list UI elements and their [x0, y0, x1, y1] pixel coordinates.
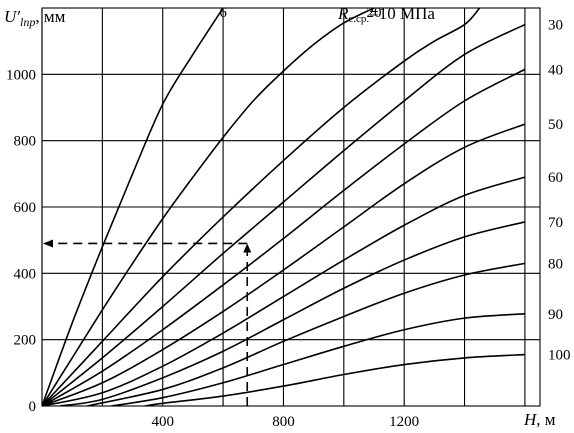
- curve-label-60: 60: [548, 170, 563, 186]
- curve-80: [87, 262, 526, 406]
- curve-labels: 6 20 30 40 50 60 70 80 90 100: [219, 5, 570, 364]
- example-dashed-path: [43, 239, 252, 406]
- curve-20: [42, 8, 375, 406]
- tick-labels: 400 800 1200 0 200 400 600 800 1000: [6, 67, 419, 430]
- curve-label-80: 80: [548, 256, 563, 272]
- curve-6: [42, 8, 224, 406]
- curve-label-90: 90: [548, 307, 563, 323]
- curve-unlabeled-2: [42, 8, 481, 406]
- curve-label-70: 70: [548, 215, 563, 231]
- curve-30: [42, 23, 526, 406]
- curve-label-50: 50: [548, 117, 563, 133]
- curve-50: [42, 123, 526, 406]
- curve-70: [59, 221, 526, 406]
- y-tick-label-0: 0: [29, 399, 37, 415]
- curve-label-30: 30: [548, 18, 563, 34]
- x-axis-title: H, м: [523, 410, 556, 429]
- top-parameter-symbol: R: [337, 4, 349, 23]
- curve-label-40: 40: [548, 62, 563, 78]
- y-axis-unit: , мм: [35, 7, 65, 26]
- y-axis-symbol: U′: [4, 7, 20, 26]
- x-tick-label-1: 800: [272, 414, 295, 430]
- curve-40: [42, 68, 526, 406]
- top-parameter-label: Rс.ср.=10 МПа: [337, 4, 435, 25]
- curve-60: [42, 176, 526, 406]
- y-axis-subscript: lпр: [20, 15, 35, 29]
- curve-100: [144, 353, 525, 406]
- x-axis-symbol: H: [523, 410, 538, 429]
- curve-90: [111, 313, 525, 406]
- x-axis-unit: , м: [536, 410, 556, 429]
- y-tick-label-4: 800: [14, 134, 37, 150]
- y-tick-label-2: 400: [14, 266, 37, 282]
- y-tick-label-5: 1000: [6, 67, 36, 83]
- curve-label-6: 6: [219, 5, 227, 21]
- grid: [41, 7, 541, 407]
- curve-label-20: 20: [367, 5, 382, 21]
- x-tick-label-0: 400: [151, 414, 174, 430]
- y-tick-label-1: 200: [14, 333, 37, 349]
- x-tick-label-2: 1200: [389, 414, 419, 430]
- example-arrow-up: [243, 243, 252, 253]
- top-parameter-subscript: с.ср.: [348, 13, 369, 25]
- curve-label-100: 100: [548, 348, 571, 364]
- example-arrow-left: [43, 239, 53, 248]
- y-tick-label-3: 600: [14, 200, 37, 216]
- y-axis-title: U′lпр, мм: [4, 7, 66, 29]
- curves: [42, 8, 526, 406]
- top-parameter-value: =10 МПа: [369, 4, 435, 23]
